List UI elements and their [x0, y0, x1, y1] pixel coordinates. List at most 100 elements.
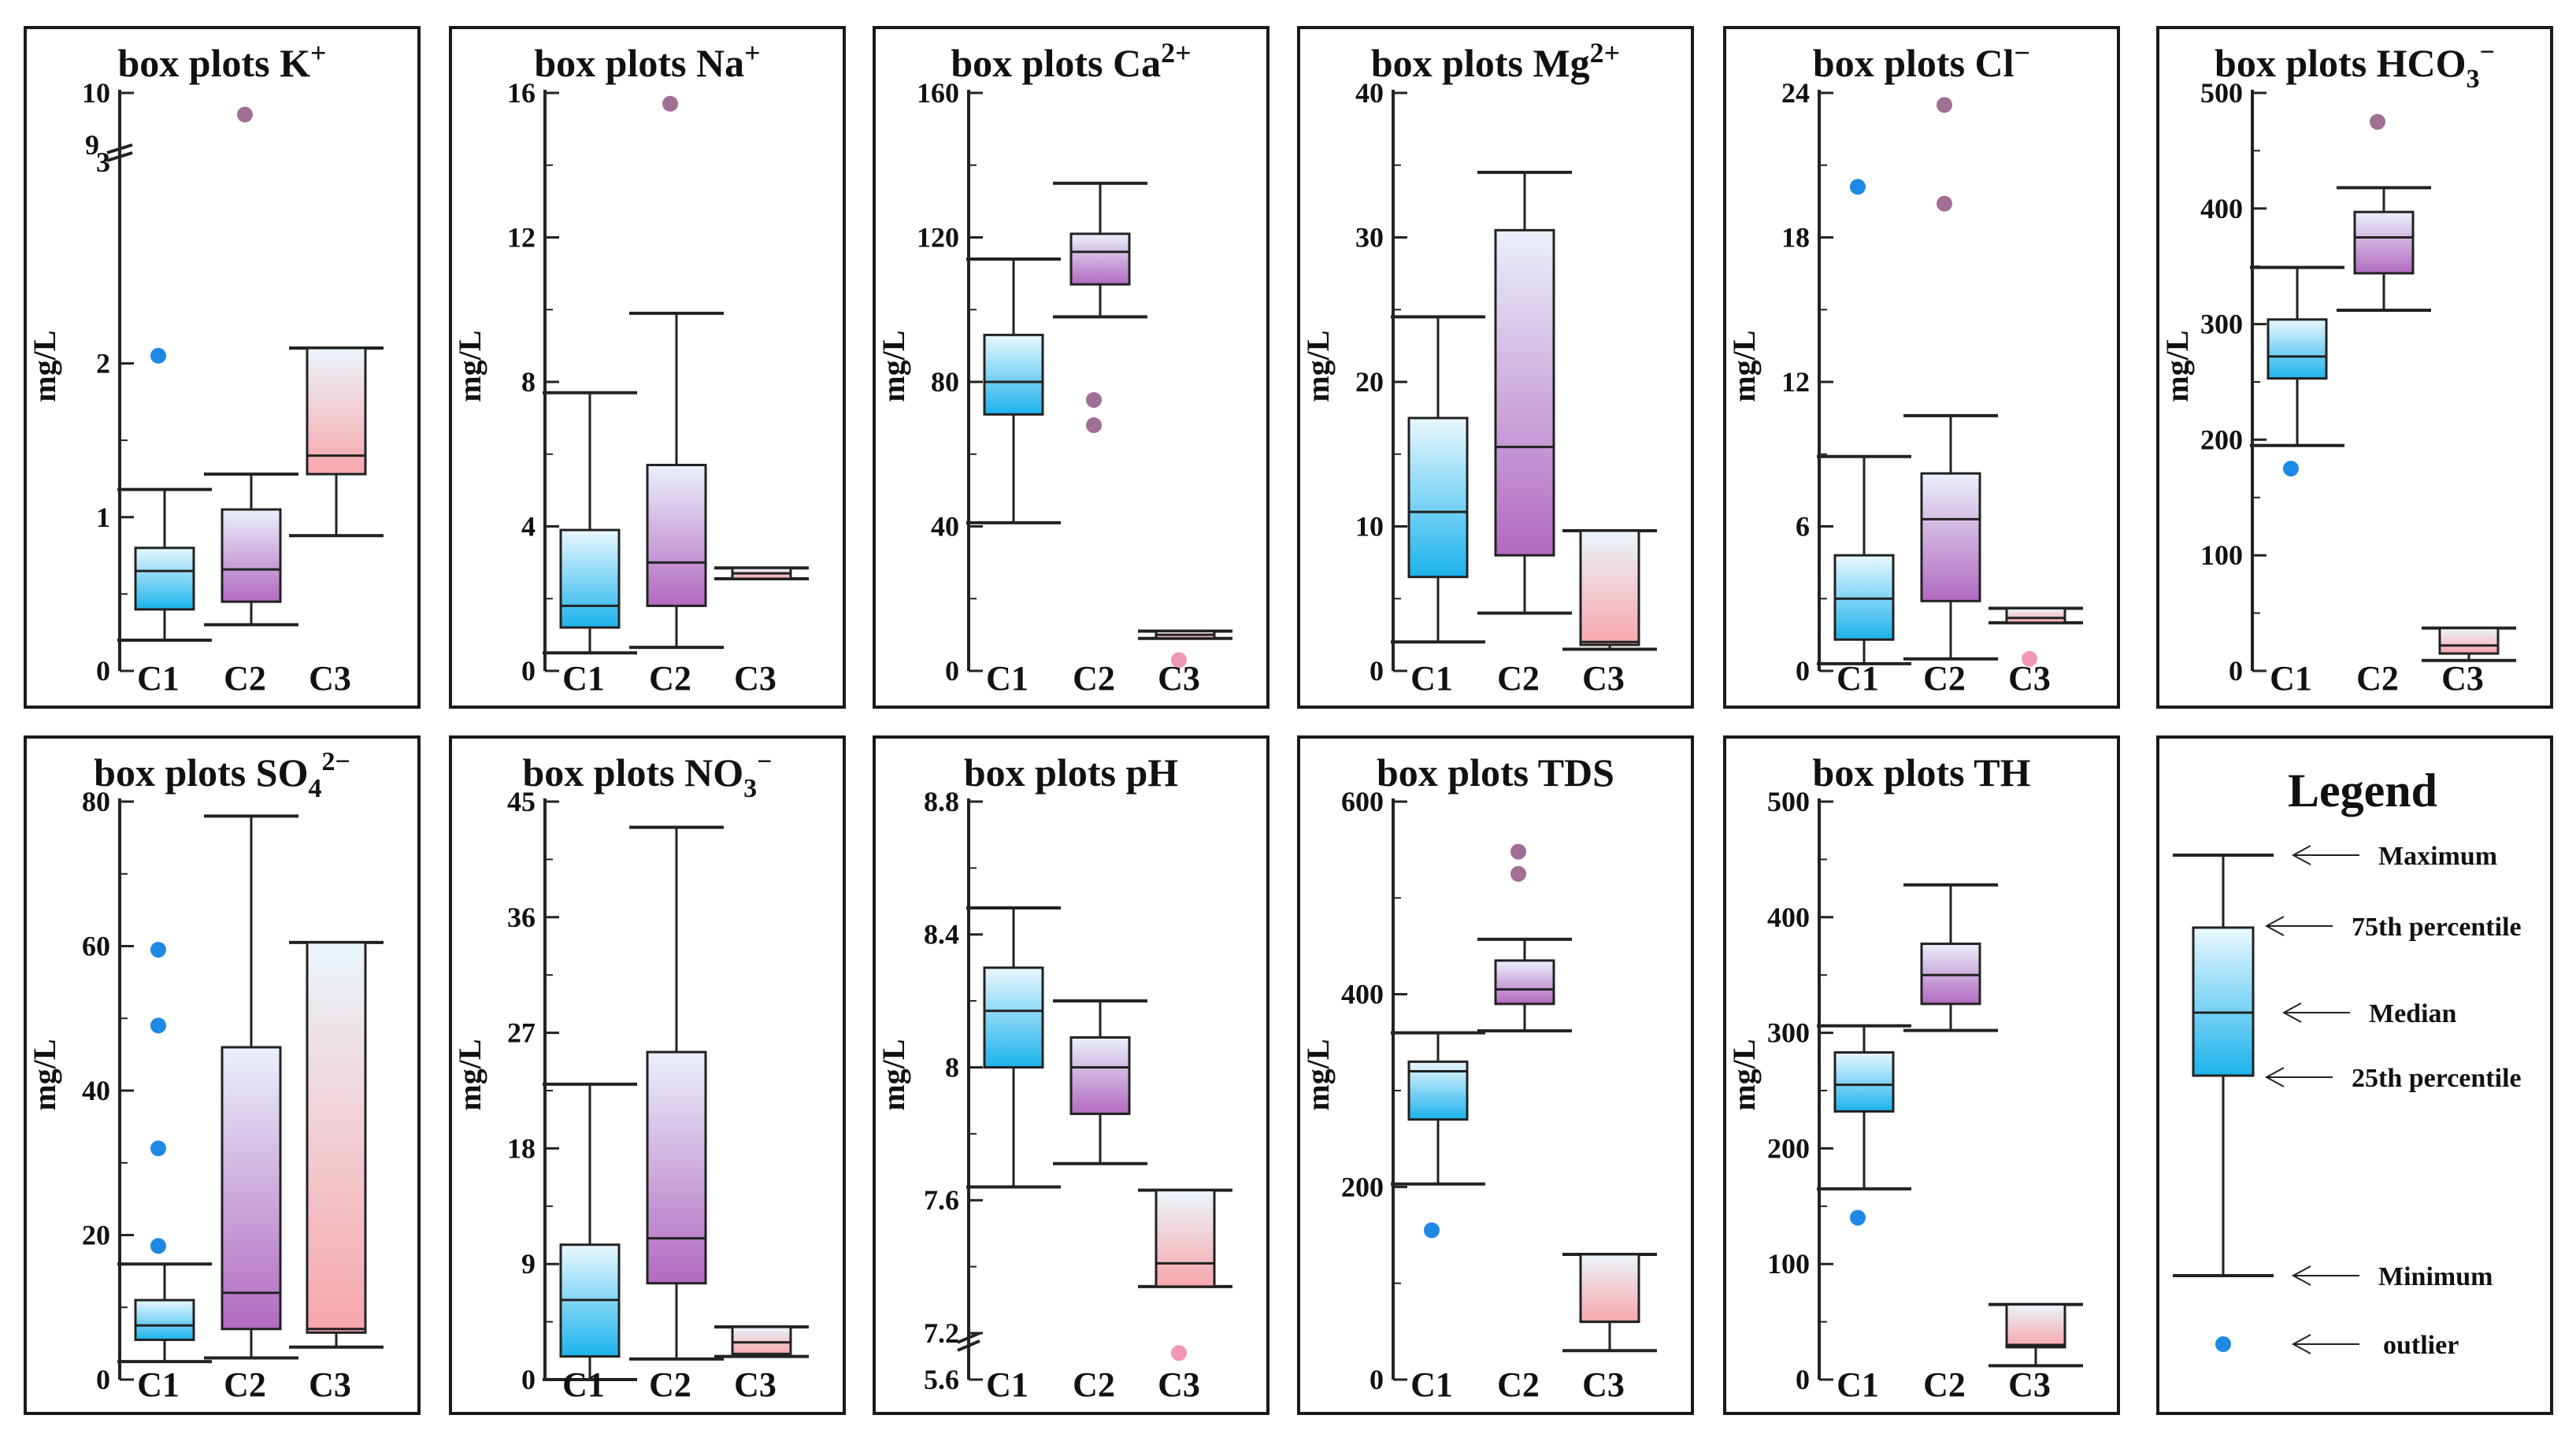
box-C1: C1 [543, 1082, 637, 1404]
y-tick-label: 2 [96, 348, 110, 380]
iqr-box [1833, 554, 1895, 641]
y-axis-label: mg/L [27, 330, 62, 402]
y-tick-label: 4 [521, 511, 536, 543]
legend-arrow-head [2264, 916, 2285, 936]
y-tick-label: 16 [507, 77, 536, 109]
iqr-box [2005, 606, 2066, 624]
y-tick-label: 200 [1341, 1171, 1384, 1202]
category-label: C1 [137, 1365, 180, 1404]
panel-8: box plots pH 7.2 7.6 8 8.4 8.8 5.6 mg/L C1 C2 C3 [873, 735, 1269, 1415]
panel-5: box plots HCO3− 0 100 200 300 400 500 mg/L C1 C2 C… [2156, 26, 2553, 709]
iqr-box [221, 508, 282, 603]
box-C3: C3 [1562, 1252, 1657, 1404]
y-axis-label: mg/L [1726, 1039, 1762, 1110]
y-axis-label: mg/L [452, 1039, 487, 1110]
outlier-point [150, 1140, 166, 1157]
panel-title: box plots TH [1813, 750, 2031, 795]
y-tick-label: 40 [931, 511, 959, 543]
category-label: C1 [562, 1365, 605, 1404]
iqr-box [134, 546, 195, 611]
panel-title: box plots TDS [1377, 750, 1614, 795]
y-tick-label: 400 [1767, 902, 1810, 933]
axis-break-mark [957, 1339, 980, 1352]
y-tick-label: 20 [82, 1220, 110, 1251]
panel-title: box plots Cl− [1813, 37, 2030, 85]
y-tick-label: 1 [96, 502, 110, 533]
box-C2: C2 [1903, 97, 1998, 698]
legend-arrow-head [2291, 1265, 2311, 1286]
y-tick-label: 27 [507, 1017, 536, 1049]
y-tick-label: 8.8 [924, 786, 959, 817]
panel-1: box plots Na+ 0 4 8 12 16 mg/L C1 C2 C3 [449, 26, 846, 709]
panel-title: box plots Na+ [534, 37, 760, 85]
outlier-point [1424, 1222, 1440, 1239]
iqr-box [983, 333, 1044, 416]
y-tick-label: 0 [96, 1364, 110, 1395]
outlier-point [2022, 650, 2037, 667]
category-label: C2 [1497, 1365, 1540, 1404]
panel-10: box plots TH 0 100 200 300 400 500 mg/L C1 C2 C3 [1723, 735, 2120, 1415]
panel-title: box plots NO3− [523, 747, 773, 803]
box-C1: C1 [117, 347, 212, 698]
legend-frame [2156, 735, 2553, 1415]
outlier-point [150, 1017, 166, 1034]
y-tick-label: 6 [1796, 511, 1810, 543]
panel-frame [1297, 735, 1694, 1415]
box-C3: C3 [714, 1325, 809, 1404]
panel-6: box plots SO42− 0 20 40 60 80 mg/L C1 C2 C3 [24, 735, 421, 1415]
iqr-box [1833, 1051, 1895, 1113]
y-axis-label: mg/L [452, 330, 487, 402]
outlier-point [1171, 652, 1187, 669]
y-tick-label: 0 [521, 655, 536, 687]
iqr-box [646, 464, 707, 607]
category-label: C3 [2441, 659, 2484, 698]
box-C2: C2 [2337, 113, 2431, 698]
y-tick-label: 400 [2200, 193, 2243, 224]
panel-3: box plots Mg2+ 0 10 20 30 40 mg/L C1 C2 C3 [1297, 26, 1694, 709]
y-tick-label: 0 [1796, 655, 1810, 687]
outlier-point [1850, 1209, 1866, 1226]
y-tick-label: 400 [1341, 979, 1384, 1010]
y-tick-label: 0 [521, 1364, 536, 1395]
y-axis-label: mg/L [1726, 330, 1762, 402]
category-label: C1 [562, 659, 605, 698]
iqr-box [1069, 232, 1131, 286]
category-label: C2 [1923, 659, 1966, 698]
category-label: C3 [1158, 659, 1200, 698]
y-tick-label: 45 [507, 786, 536, 817]
box-C3: C3 [289, 346, 384, 698]
y-tick-label: 300 [2200, 309, 2243, 340]
box-C2: C2 [1477, 170, 1572, 698]
panel-2: box plots Ca2+ 0 40 80 120 160 mg/L C1 C2 C3 [873, 26, 1269, 709]
box-C2: C2 [1477, 843, 1572, 1404]
category-label: C3 [734, 1365, 777, 1404]
box-C1: C1 [1391, 1031, 1485, 1404]
category-label: C2 [2356, 659, 2399, 698]
y-tick-label: 24 [1781, 77, 1810, 109]
y-tick-label: 500 [1767, 786, 1810, 817]
category-label: C3 [1582, 659, 1625, 698]
panel-frame [2156, 26, 2553, 709]
y-tick-label: 100 [1767, 1248, 1810, 1280]
panel-title: box plots HCO3− [2215, 38, 2495, 94]
iqr-box [731, 1325, 792, 1355]
box-C3: C3 [1138, 629, 1232, 698]
category-label: C1 [986, 1365, 1029, 1404]
box-C3: C3 [714, 566, 809, 698]
panel-4: box plots Cl− 0 6 12 18 24 mg/L C1 C2 C3 [1723, 26, 2120, 709]
category-label: C3 [309, 1365, 351, 1404]
y-tick-label: 8.4 [924, 919, 959, 950]
category-label: C2 [649, 1365, 691, 1404]
panel-title: box plots Ca2+ [951, 37, 1191, 85]
panel-title: box plots K+ [117, 37, 326, 85]
iqr-box [1494, 228, 1555, 557]
box-C1: C1 [1817, 179, 1911, 698]
y-tick-label: 40 [1355, 77, 1384, 109]
y-axis-label: mg/L [27, 1039, 62, 1110]
box-C3: C3 [289, 940, 384, 1404]
iqr-box [2438, 627, 2500, 655]
outlier-point [150, 347, 166, 364]
panel-frame [873, 735, 1269, 1415]
legend-75th-percentile-label: 75th percentile [2352, 913, 2522, 942]
